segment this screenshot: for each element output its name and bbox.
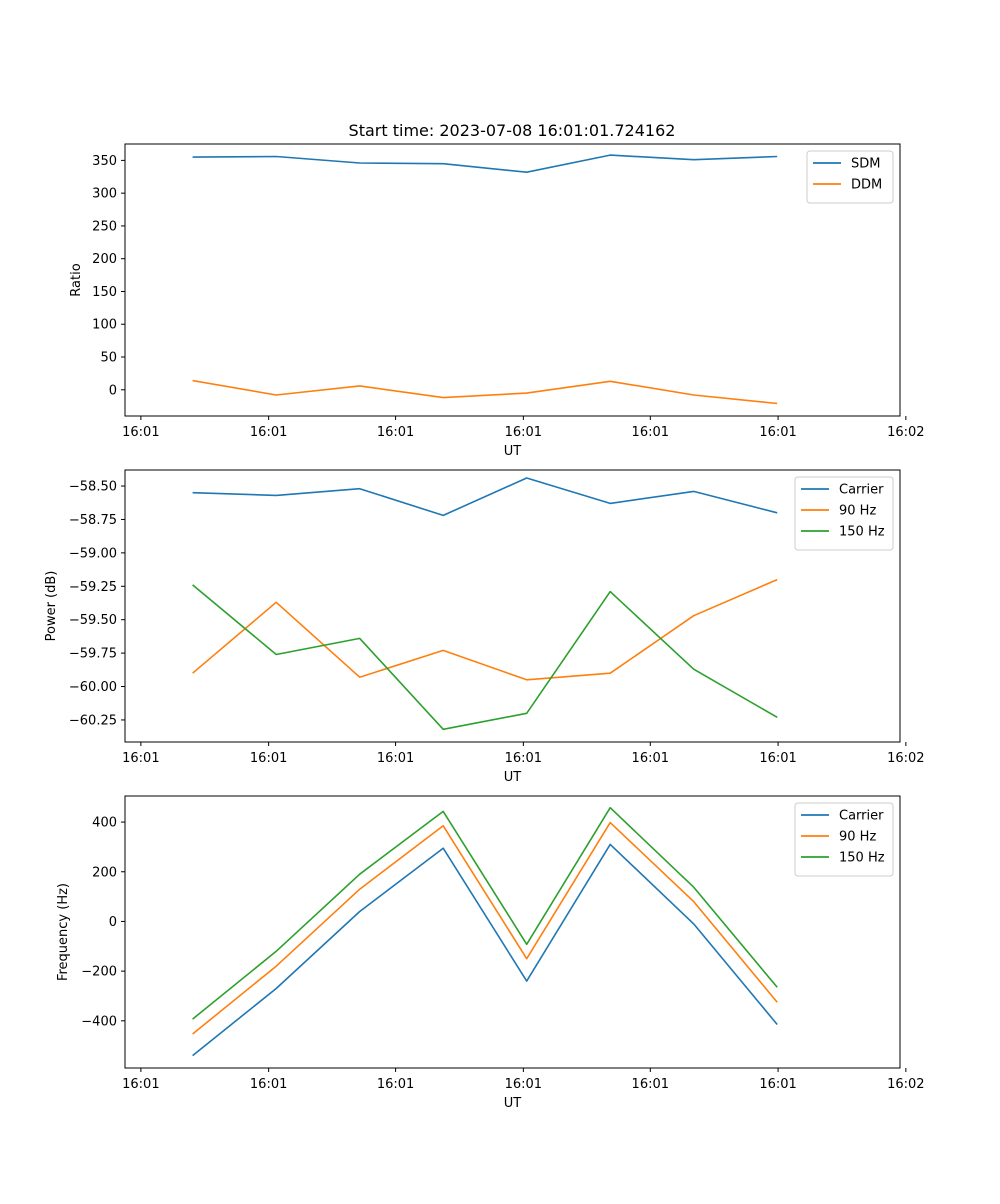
- axes-frame: [124, 143, 901, 417]
- y-tick-label: −60.25: [69, 713, 117, 728]
- series-line-90-hz: [192, 821, 778, 1035]
- x-tick-label: 16:01: [759, 425, 796, 440]
- y-tick-label: 50: [100, 351, 117, 366]
- y-tick-label: 250: [92, 219, 117, 234]
- legend-label: 90 Hz: [839, 830, 876, 845]
- y-tick-label: −59.25: [69, 580, 117, 595]
- y-tick-label: 400: [92, 816, 117, 831]
- x-tick-label: 16:01: [122, 1077, 159, 1092]
- legend-label: 90 Hz: [839, 504, 876, 519]
- legend: SDM DDM: [806, 150, 894, 204]
- chart-panel-1: 16:01 16:01 16:01 16:01 16:01 16:01 16:02 0 50 10…: [69, 143, 925, 459]
- y-tick-label: −200: [81, 965, 117, 980]
- series-line-ddm: [192, 379, 778, 405]
- y-axis-label: Power (dB): [44, 571, 59, 642]
- x-axis-label: UT: [504, 770, 522, 785]
- x-tick-label: 16:01: [122, 425, 159, 440]
- x-tick-label: 16:01: [377, 425, 414, 440]
- x-tick-label: 16:01: [122, 751, 159, 766]
- series-line-150-hz: [192, 806, 778, 1020]
- legend-box: [806, 150, 894, 204]
- series-line-carrier: [192, 477, 778, 517]
- chart-panel-2: 16:01 16:01 16:01 16:01 16:01 16:01 16:02 −58.5…: [44, 469, 925, 785]
- x-tick-label: 16:01: [759, 751, 796, 766]
- x-tick-label: 16:01: [632, 1077, 669, 1092]
- y-tick-label: −58.50: [69, 480, 117, 495]
- y-tick-label: −59.50: [69, 613, 117, 628]
- x-tick-label: 16:01: [377, 1077, 414, 1092]
- y-tick-label: −400: [81, 1014, 117, 1029]
- y-tick-label: −59.00: [69, 546, 117, 561]
- y-tick-label: 300: [92, 187, 117, 202]
- x-tick-label: 16:01: [250, 425, 287, 440]
- series-line-150-hz: [192, 584, 778, 731]
- y-tick-label: 0: [109, 915, 117, 930]
- legend: Carrier 90 Hz 150 Hz: [794, 802, 894, 877]
- y-tick-label: 0: [109, 383, 117, 398]
- legend-label: Carrier: [839, 483, 884, 498]
- y-tick-label: 350: [92, 154, 117, 169]
- chart-title: Start time: 2023-07-08 16:01:01.724162: [349, 121, 676, 140]
- legend-label: SDM: [851, 157, 880, 172]
- y-tick-label: 150: [92, 285, 117, 300]
- x-tick-label: 16:02: [887, 425, 924, 440]
- legend-label: 150 Hz: [839, 851, 885, 866]
- x-tick-label: 16:01: [759, 1077, 796, 1092]
- legend: Carrier 90 Hz 150 Hz: [794, 476, 894, 551]
- x-tick-label: 16:02: [887, 1077, 924, 1092]
- series-line-sdm: [192, 154, 778, 173]
- legend-label: 150 Hz: [839, 525, 885, 540]
- x-tick-label: 16:01: [377, 751, 414, 766]
- x-tick-label: 16:01: [632, 751, 669, 766]
- x-tick-label: 16:01: [632, 425, 669, 440]
- axes-frame: [124, 795, 901, 1069]
- y-tick-label: 100: [92, 318, 117, 333]
- y-tick-label: 200: [92, 865, 117, 880]
- y-tick-label: 200: [92, 252, 117, 267]
- y-tick-label: −59.75: [69, 647, 117, 662]
- axes-frame: [124, 469, 901, 743]
- x-tick-label: 16:02: [887, 751, 924, 766]
- legend-label: Carrier: [839, 809, 884, 824]
- series-line-carrier: [192, 843, 778, 1057]
- series-line-90-hz: [192, 578, 778, 681]
- x-tick-label: 16:01: [505, 425, 542, 440]
- chart-panel-3: 16:01 16:01 16:01 16:01 16:01 16:01 16:02 400 20…: [56, 795, 925, 1111]
- x-tick-label: 16:01: [505, 1077, 542, 1092]
- x-axis-label: UT: [504, 444, 522, 459]
- legend-label: DDM: [851, 178, 882, 193]
- y-axis-label: Frequency (Hz): [56, 883, 71, 981]
- x-axis-label: UT: [504, 1096, 522, 1111]
- y-axis-label: Ratio: [69, 263, 84, 296]
- y-tick-label: −58.75: [69, 513, 117, 528]
- y-tick-label: −60.00: [69, 680, 117, 695]
- x-tick-label: 16:01: [250, 1077, 287, 1092]
- x-tick-label: 16:01: [505, 751, 542, 766]
- x-tick-label: 16:01: [250, 751, 287, 766]
